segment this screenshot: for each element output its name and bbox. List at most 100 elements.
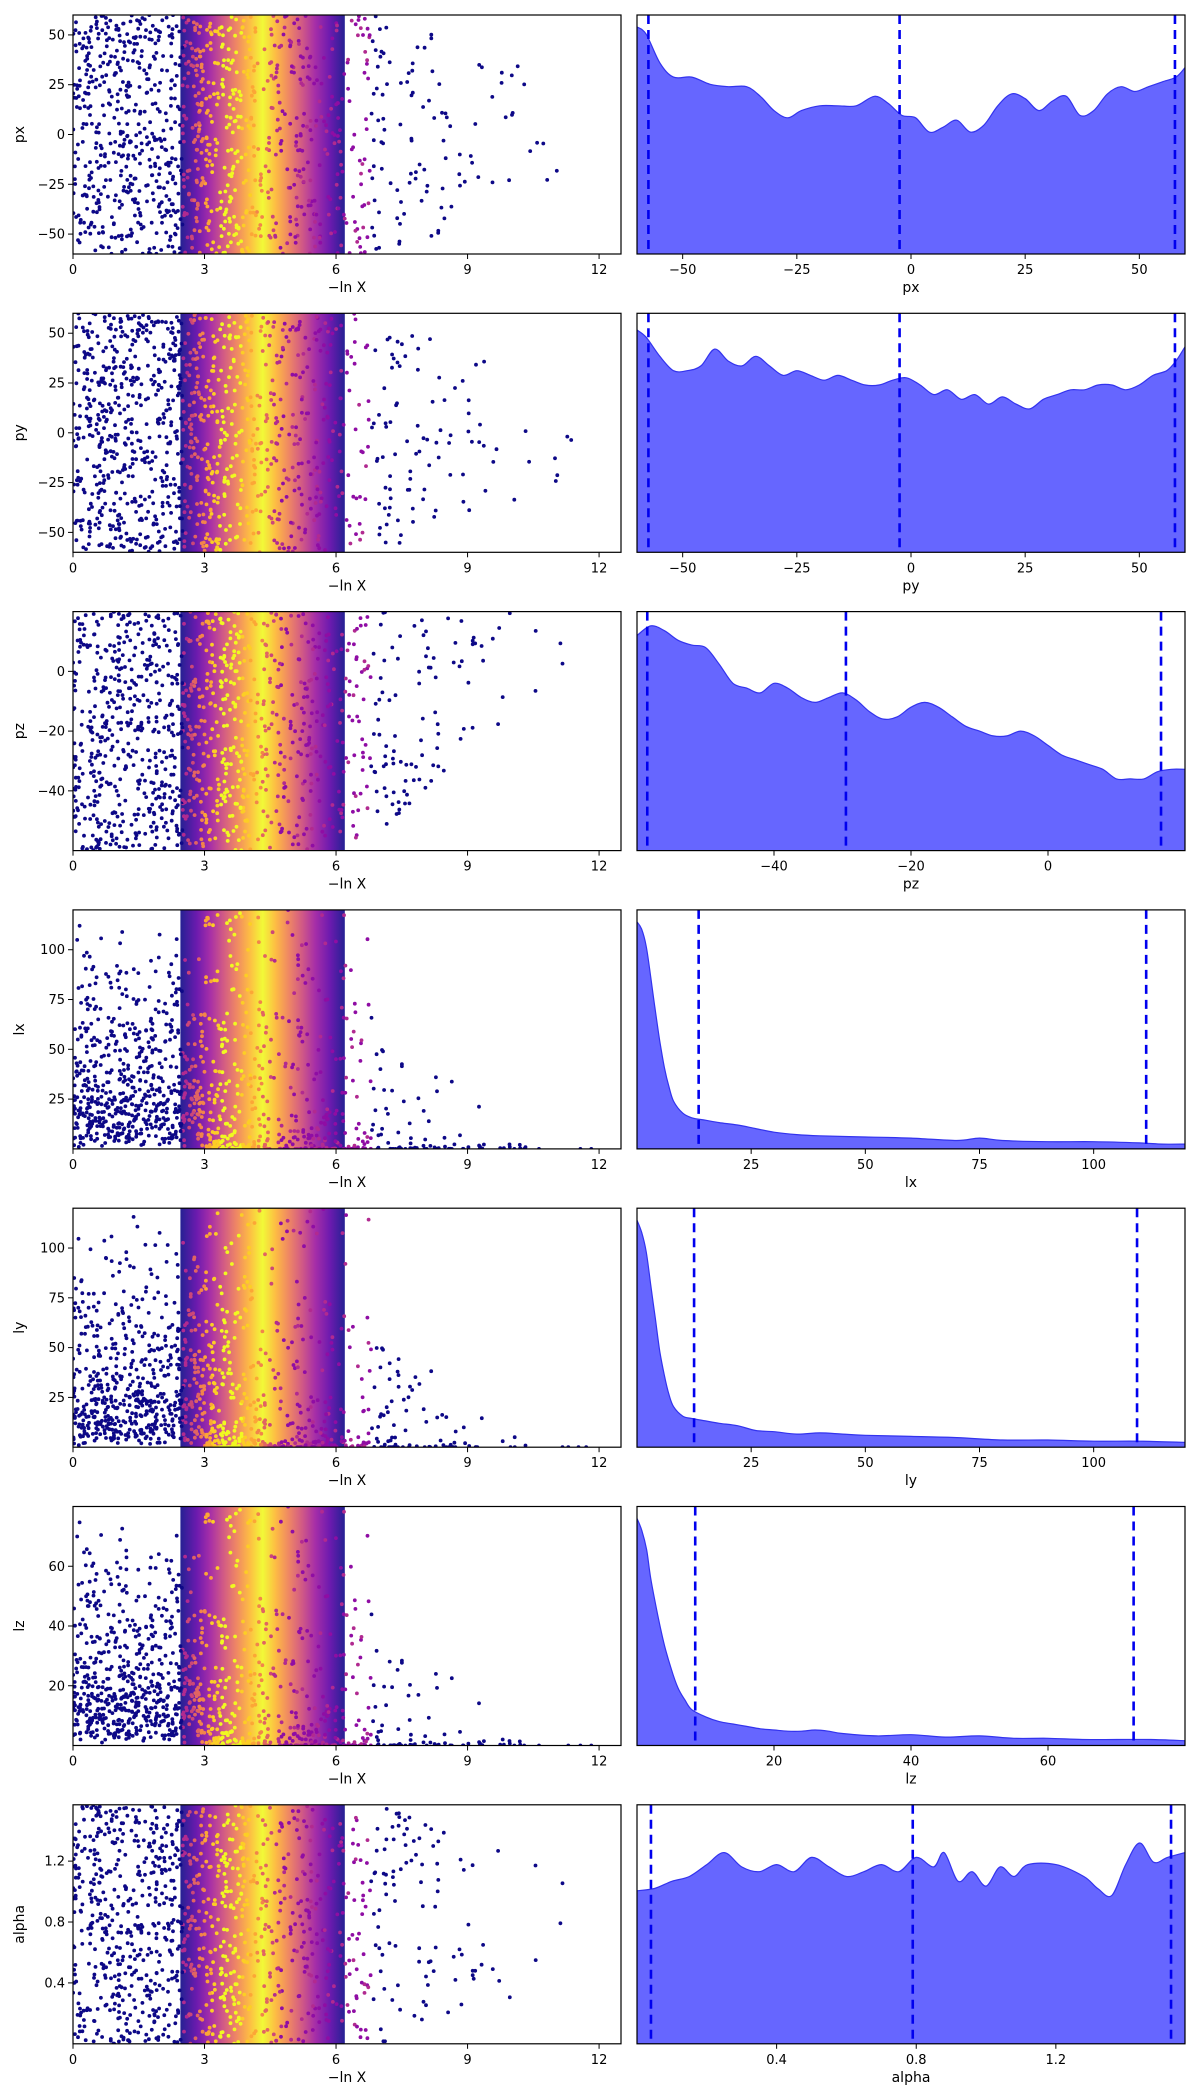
trace-point <box>215 91 220 96</box>
trace-point <box>336 206 341 211</box>
trace-point <box>87 321 92 326</box>
trace-point <box>343 1090 348 1095</box>
trace-point <box>241 787 246 792</box>
trace-point <box>87 173 92 178</box>
trace-point <box>238 911 242 916</box>
trace-point <box>162 638 167 643</box>
trace-point <box>338 1143 343 1148</box>
trace-point <box>142 663 147 667</box>
trace-point <box>88 104 93 109</box>
trace-point <box>141 225 146 229</box>
trace-point <box>91 813 96 818</box>
posterior-xtick-label: −25 <box>783 561 810 576</box>
trace-point <box>140 641 145 645</box>
trace-point <box>357 719 361 724</box>
trace-xtick-label: 3 <box>200 263 208 278</box>
trace-point <box>356 1121 361 1126</box>
trace-point <box>358 537 362 542</box>
trace-point <box>110 733 115 737</box>
trace-point <box>354 684 359 688</box>
trace-point <box>134 102 138 107</box>
trace-point <box>352 753 357 758</box>
trace-point <box>167 970 171 975</box>
trace-point <box>207 396 212 400</box>
trace-point <box>82 953 86 958</box>
trace-point <box>284 1144 289 1149</box>
trace-point <box>167 649 172 653</box>
trace-point <box>203 201 208 206</box>
trace-point <box>165 210 170 215</box>
trace-point <box>191 1110 196 1115</box>
trace-point <box>224 787 229 792</box>
trace-point <box>116 99 120 104</box>
trace-point <box>334 513 339 517</box>
trace-point <box>275 517 280 521</box>
trace-point <box>146 549 151 553</box>
trace-point <box>429 36 434 41</box>
trace-point <box>170 1417 175 1422</box>
trace-point <box>330 36 335 41</box>
trace-point <box>251 210 256 215</box>
trace-point <box>183 250 188 254</box>
trace-point <box>188 510 193 515</box>
trace-point <box>316 656 320 661</box>
trace-point <box>173 482 178 487</box>
trace-point <box>287 830 291 835</box>
trace-point <box>218 206 223 211</box>
trace-point <box>97 520 102 525</box>
trace-point <box>171 1054 175 1059</box>
trace-point <box>162 186 166 191</box>
trace-point <box>174 1135 179 1140</box>
trace-point <box>242 659 247 663</box>
trace-point <box>340 740 345 745</box>
trace-point <box>110 1029 114 1034</box>
trace-point <box>234 223 239 228</box>
trace-point <box>132 496 137 501</box>
trace-point <box>88 113 92 117</box>
trace-point <box>219 25 224 30</box>
trace-point <box>425 437 430 442</box>
trace-ytick-label: −20 <box>38 725 65 740</box>
trace-point <box>109 235 114 240</box>
trace-point <box>118 969 123 974</box>
posterior-xlabel: px <box>902 280 919 296</box>
trace-point <box>248 658 253 663</box>
trace-point <box>240 483 245 488</box>
trace-point <box>351 145 355 150</box>
trace-point <box>279 43 284 48</box>
trace-point <box>138 532 143 537</box>
trace-point <box>193 615 198 619</box>
trace-point <box>269 957 274 962</box>
trace-point <box>293 1135 297 1139</box>
trace-point <box>295 833 300 838</box>
trace-point <box>187 1118 192 1122</box>
trace-point <box>277 486 281 491</box>
trace-point <box>407 180 412 185</box>
trace-point <box>265 1099 270 1104</box>
trace-point <box>248 922 253 926</box>
trace-point <box>302 779 307 784</box>
trace-point <box>126 723 130 728</box>
trace-point <box>74 426 79 430</box>
trace-point <box>165 180 170 185</box>
trace-point <box>82 633 86 638</box>
trace-point <box>131 197 135 202</box>
trace-point <box>193 25 198 30</box>
trace-point <box>120 992 125 996</box>
trace-point <box>134 836 138 841</box>
trace-point <box>341 976 346 981</box>
trace-point <box>146 339 150 344</box>
trace-point <box>222 1106 227 1111</box>
trace-point <box>73 1111 77 1116</box>
trace-point <box>174 823 179 828</box>
trace-point <box>477 63 482 67</box>
trace-point <box>96 36 100 41</box>
trace-point <box>202 337 207 342</box>
trace-point <box>250 509 255 514</box>
trace-point <box>315 487 320 492</box>
trace-point <box>130 342 135 347</box>
trace-point <box>156 29 161 34</box>
trace-point <box>208 701 213 705</box>
trace-point <box>102 1133 107 1137</box>
trace-point <box>168 347 173 352</box>
